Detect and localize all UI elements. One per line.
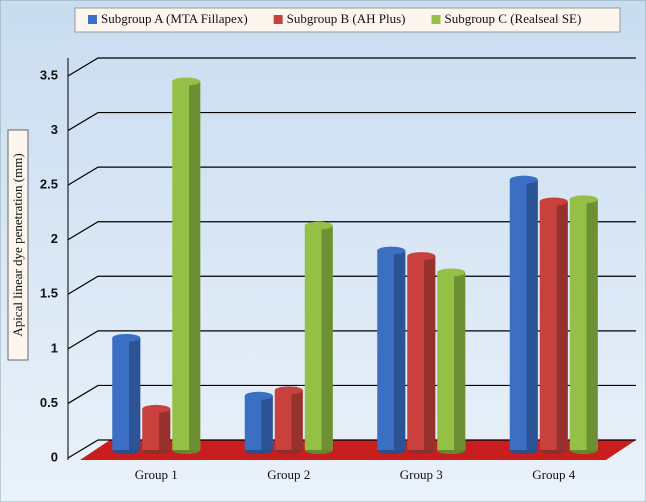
bar-shade: [189, 81, 201, 450]
y-tick-label: 2.5: [40, 177, 58, 192]
x-tick-label: Group 1: [135, 467, 178, 482]
bar-cap: [437, 268, 466, 277]
legend-swatch: [273, 15, 283, 24]
y-tick-label: 0: [51, 449, 58, 464]
grid-line: [67, 221, 636, 241]
bar-cap: [539, 197, 568, 206]
legend-box: [74, 7, 621, 33]
y-label-box: [7, 129, 29, 361]
bar-cap: [274, 386, 303, 395]
bar-shade: [454, 272, 466, 450]
grid-line: [67, 166, 636, 186]
bar-shade: [159, 408, 171, 450]
x-tick-label: Group 2: [267, 467, 310, 482]
floor: [80, 440, 636, 460]
legend-label: Subgroup C (Realseal SE): [444, 11, 581, 26]
y-tick-label: 3.5: [40, 67, 58, 82]
bar-cap: [112, 333, 141, 342]
bar-shade: [394, 250, 406, 450]
bar-shade: [424, 256, 436, 450]
bar-shade: [291, 390, 303, 450]
bar-shade: [129, 337, 141, 450]
bar-shade: [526, 179, 538, 450]
bar-cap: [377, 246, 406, 255]
legend-swatch: [431, 15, 441, 24]
y-tick-label: 2: [51, 231, 58, 246]
bar-cap: [142, 404, 171, 413]
y-tick-label: 0.5: [40, 395, 58, 410]
bar-shade: [556, 201, 568, 450]
bar-cap: [509, 175, 538, 184]
x-tick-label: Group 4: [532, 467, 575, 482]
legend-label: Subgroup B (AH Plus): [287, 11, 406, 26]
y-tick-label: 3: [51, 122, 58, 137]
bar-cap: [569, 195, 598, 204]
bar-shade: [586, 199, 598, 450]
bar-cap: [172, 77, 201, 86]
grid-line: [67, 57, 636, 77]
y-tick-label: 1.5: [40, 286, 58, 301]
bar-cap: [304, 221, 333, 230]
x-tick-label: Group 3: [400, 467, 443, 482]
y-tick-label: 1: [51, 340, 58, 355]
legend-label: Subgroup A (MTA Fillapex): [101, 11, 248, 26]
bar-cap: [407, 252, 436, 261]
bar-shade: [261, 395, 273, 450]
bar-shade: [321, 225, 333, 450]
bar-cap: [244, 391, 273, 400]
legend-swatch: [88, 15, 97, 24]
y-axis-title: Apical linear dye penetration (mm): [10, 153, 25, 336]
grid-line: [67, 111, 636, 132]
